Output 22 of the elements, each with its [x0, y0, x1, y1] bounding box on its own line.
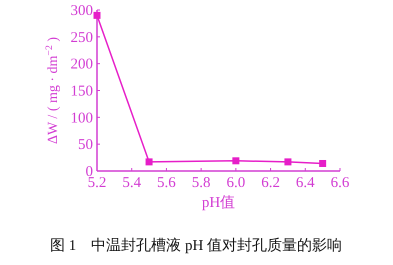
x-tick-label: 5.4 — [122, 175, 142, 191]
x-tick-label: 5.6 — [157, 175, 176, 191]
y-tick-label: 250 — [70, 30, 93, 46]
x-tick-label: 6.0 — [226, 175, 246, 191]
y-tick-label: 150 — [70, 84, 93, 100]
point — [319, 160, 326, 167]
x-axis-title: pH值 — [202, 195, 236, 211]
y-tick-label: 300 — [70, 3, 93, 19]
caption: 图 1 中温封孔槽液 pH 值对封孔质量的影响 — [50, 237, 342, 254]
x-tick-label: 5.2 — [88, 175, 106, 191]
point — [232, 157, 240, 164]
point — [94, 12, 100, 19]
plot: 5.2 5.4 5.6 5.8 6.0 6.2 6.4 6.6 0 50 100 150 200 250 300 — [70, 3, 350, 191]
y-tick-label: 200 — [70, 56, 93, 73]
point — [284, 158, 292, 166]
x-tick-label: 6.2 — [261, 175, 280, 191]
y-tick-label: 50 — [78, 137, 93, 154]
y-tick-label: 100 — [70, 110, 93, 126]
x-tick-label: 6.4 — [296, 175, 316, 191]
point — [146, 158, 153, 166]
x-tick-label: 6.6 — [330, 175, 350, 191]
x-tick-label: 5.8 — [192, 175, 211, 191]
